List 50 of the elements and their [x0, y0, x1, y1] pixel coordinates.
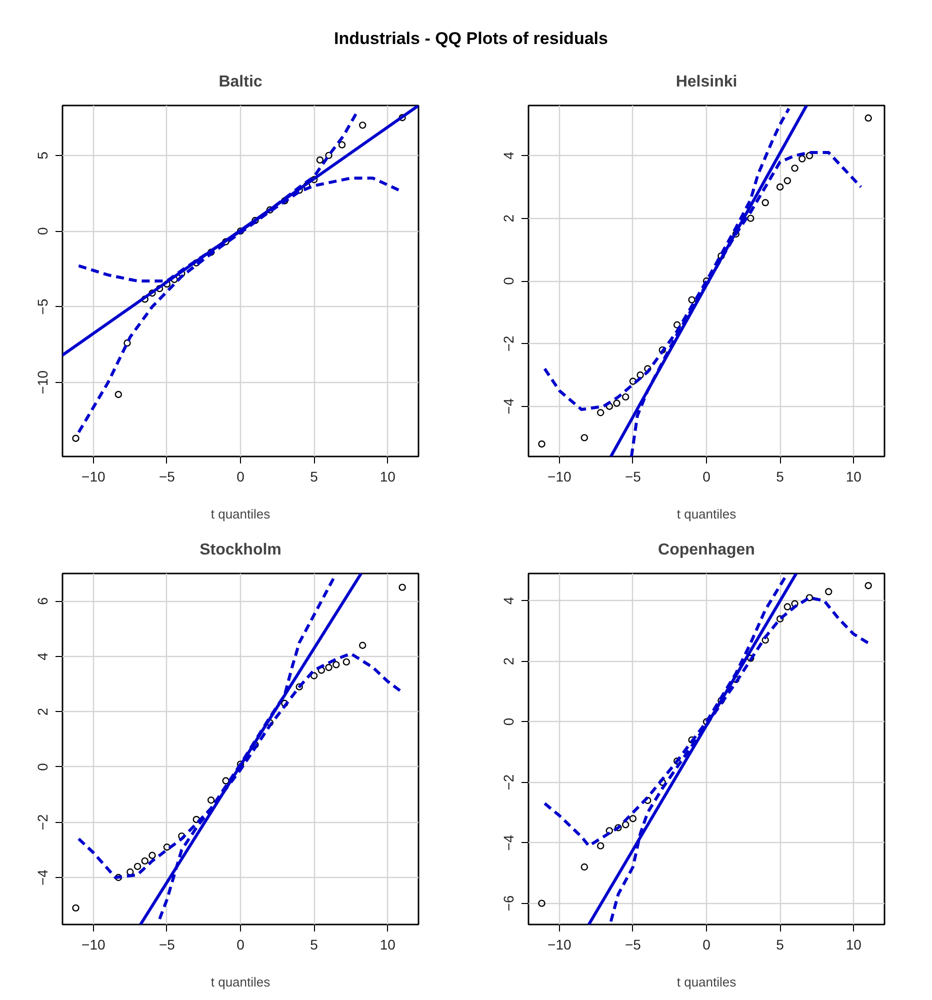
y-tick-label: −2	[500, 336, 516, 352]
x-tick-label: −10	[82, 468, 106, 485]
y-tick-label: 0	[34, 227, 50, 236]
y-tick-label: −5	[34, 298, 50, 315]
y-tick-label: 2	[500, 214, 516, 222]
y-tick-label: 4	[500, 152, 516, 160]
text: Industrials - QQ Plots of residuals	[334, 28, 608, 50]
chart-title: Stockholm	[200, 542, 282, 559]
y-tick-label: 2	[500, 657, 516, 666]
x-tick-label: 5	[776, 936, 784, 953]
x-tick-label: −5	[624, 468, 642, 485]
chart-title: Helsinki	[676, 74, 738, 91]
x-tick-label: 0	[702, 468, 711, 485]
y-tick-label: −10	[34, 370, 50, 395]
y-tick-label: 0	[34, 763, 50, 772]
x-tick-label: −10	[548, 936, 572, 953]
x-axis-title: t quantiles	[676, 974, 737, 990]
y-tick-label: 2	[34, 708, 50, 716]
y-tick-label: 4	[34, 652, 50, 661]
x-tick-label: 5	[310, 468, 318, 485]
x-tick-label: −5	[158, 936, 176, 953]
y-tick-label: −4	[500, 834, 516, 852]
y-tick-label: −6	[500, 895, 516, 912]
y-tick-label: −4	[500, 398, 516, 415]
x-tick-label: −5	[624, 936, 642, 953]
x-tick-label: 10	[380, 468, 396, 485]
x-tick-label: −10	[82, 936, 106, 953]
chart-title: Baltic	[218, 74, 262, 91]
x-tick-label: −5	[158, 468, 176, 485]
x-tick-label: 0	[236, 936, 245, 953]
y-tick-label: 5	[34, 152, 50, 160]
x-tick-label: 0	[702, 936, 711, 953]
x-tick-label: 5	[310, 936, 318, 953]
x-tick-label: 10	[846, 468, 862, 485]
x-axis-title: t quantiles	[210, 506, 271, 522]
y-tick-label: −4	[34, 870, 50, 886]
x-tick-label: 5	[776, 468, 784, 485]
x-axis-title: t quantiles	[210, 974, 271, 990]
x-tick-label: 10	[846, 936, 862, 953]
chart-title: Copenhagen	[658, 542, 755, 559]
y-tick-label: −2	[500, 774, 516, 791]
y-tick-label: 4	[500, 596, 516, 605]
x-tick-label: 10	[380, 936, 396, 953]
y-tick-label: 0	[500, 718, 516, 726]
y-tick-label: 6	[34, 597, 50, 606]
x-axis-title: t quantiles	[676, 506, 737, 522]
x-tick-label: 0	[236, 468, 245, 485]
y-tick-label: −2	[34, 814, 50, 830]
x-tick-label: −10	[548, 468, 572, 485]
y-tick-label: 0	[500, 277, 516, 286]
